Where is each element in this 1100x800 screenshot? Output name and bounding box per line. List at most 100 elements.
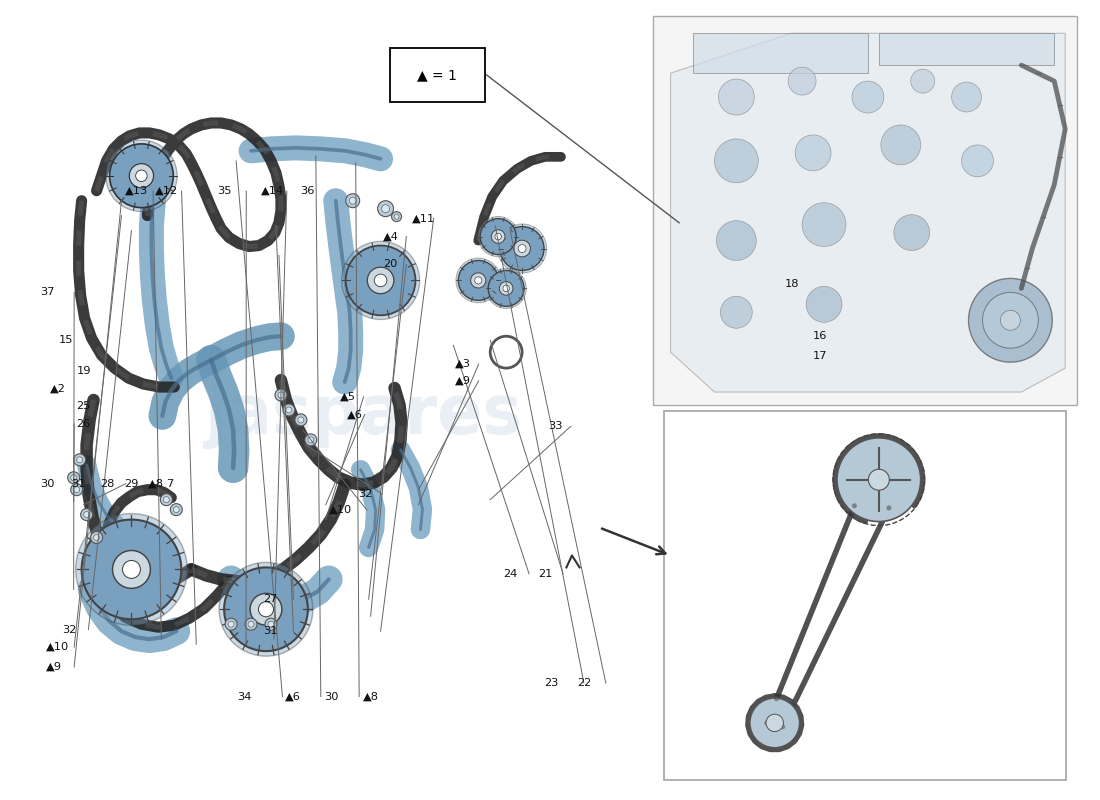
FancyBboxPatch shape <box>664 411 1066 780</box>
Text: ▲9: ▲9 <box>454 376 471 386</box>
Circle shape <box>382 205 389 213</box>
Circle shape <box>94 534 100 541</box>
Circle shape <box>265 618 277 630</box>
Circle shape <box>250 594 282 625</box>
Circle shape <box>968 278 1053 362</box>
Circle shape <box>804 676 808 681</box>
Circle shape <box>839 602 844 608</box>
Circle shape <box>481 218 516 254</box>
Circle shape <box>720 296 752 328</box>
Circle shape <box>823 576 827 581</box>
Text: ▲13: ▲13 <box>124 186 147 196</box>
Circle shape <box>341 242 420 319</box>
Text: ▲5: ▲5 <box>340 392 355 402</box>
Circle shape <box>499 282 513 295</box>
Circle shape <box>224 567 308 651</box>
Circle shape <box>268 622 274 627</box>
Circle shape <box>308 437 314 443</box>
Circle shape <box>258 602 274 617</box>
Circle shape <box>795 135 830 170</box>
Text: 22: 22 <box>578 678 592 688</box>
Circle shape <box>81 519 182 619</box>
Circle shape <box>488 270 524 306</box>
Circle shape <box>803 624 808 629</box>
Circle shape <box>392 212 402 222</box>
Text: 25: 25 <box>77 402 91 411</box>
Circle shape <box>135 170 147 182</box>
Circle shape <box>718 79 755 115</box>
Circle shape <box>806 286 842 322</box>
Circle shape <box>862 554 868 559</box>
Circle shape <box>245 618 257 630</box>
Text: ▲10: ▲10 <box>329 505 352 515</box>
Text: 17: 17 <box>813 351 827 361</box>
Circle shape <box>174 506 179 513</box>
Circle shape <box>868 470 889 490</box>
Circle shape <box>518 245 526 253</box>
Circle shape <box>815 651 821 656</box>
Text: ▲4: ▲4 <box>384 231 399 242</box>
Circle shape <box>286 407 292 413</box>
Text: 29: 29 <box>124 478 139 489</box>
Text: ▲ = 1: ▲ = 1 <box>417 69 456 82</box>
Circle shape <box>110 144 174 208</box>
Text: 16: 16 <box>813 331 827 342</box>
Text: 26: 26 <box>77 419 90 429</box>
Polygon shape <box>671 34 1065 392</box>
Circle shape <box>495 234 502 240</box>
Circle shape <box>106 140 177 211</box>
Text: ▲14: ▲14 <box>261 186 284 196</box>
FancyBboxPatch shape <box>653 16 1077 405</box>
Text: 32: 32 <box>63 625 77 634</box>
Circle shape <box>90 531 102 543</box>
Text: ▲6: ▲6 <box>285 691 300 702</box>
Circle shape <box>77 457 82 462</box>
Circle shape <box>475 277 482 284</box>
Text: 18: 18 <box>784 279 799 290</box>
Circle shape <box>74 454 86 466</box>
Text: 33: 33 <box>548 422 562 431</box>
Text: ▲6: ▲6 <box>348 410 363 419</box>
Circle shape <box>305 434 317 446</box>
Circle shape <box>249 622 254 627</box>
Circle shape <box>275 389 287 401</box>
Circle shape <box>226 618 238 630</box>
Circle shape <box>74 486 79 493</box>
Circle shape <box>76 514 187 626</box>
Circle shape <box>851 81 883 113</box>
Text: ▲11: ▲11 <box>411 214 436 223</box>
Text: 30: 30 <box>324 691 339 702</box>
Circle shape <box>837 438 921 522</box>
Circle shape <box>374 274 387 286</box>
Text: ▲8: ▲8 <box>363 691 378 702</box>
Circle shape <box>789 67 816 95</box>
Text: 19: 19 <box>77 366 91 376</box>
Text: 32: 32 <box>359 489 373 499</box>
Polygon shape <box>879 34 1054 65</box>
Text: ▲12: ▲12 <box>155 186 178 196</box>
Text: ▲8: ▲8 <box>147 478 164 489</box>
Text: 34: 34 <box>238 691 252 702</box>
Circle shape <box>459 261 498 300</box>
Text: 35: 35 <box>217 186 231 196</box>
Circle shape <box>874 530 880 534</box>
Circle shape <box>377 201 394 217</box>
Circle shape <box>911 69 935 93</box>
Circle shape <box>161 494 173 506</box>
Circle shape <box>780 724 785 730</box>
Text: 28: 28 <box>100 478 114 489</box>
Circle shape <box>70 474 77 481</box>
Circle shape <box>283 404 295 416</box>
Circle shape <box>774 696 779 702</box>
Circle shape <box>982 292 1038 348</box>
Circle shape <box>714 139 758 182</box>
Circle shape <box>497 224 547 273</box>
Text: 23: 23 <box>544 678 559 688</box>
Text: 31: 31 <box>72 478 86 489</box>
Text: ▲2: ▲2 <box>51 384 66 394</box>
Circle shape <box>851 578 856 583</box>
Circle shape <box>68 472 79 484</box>
Circle shape <box>345 246 416 315</box>
Circle shape <box>298 417 304 423</box>
Text: 7: 7 <box>166 478 174 489</box>
